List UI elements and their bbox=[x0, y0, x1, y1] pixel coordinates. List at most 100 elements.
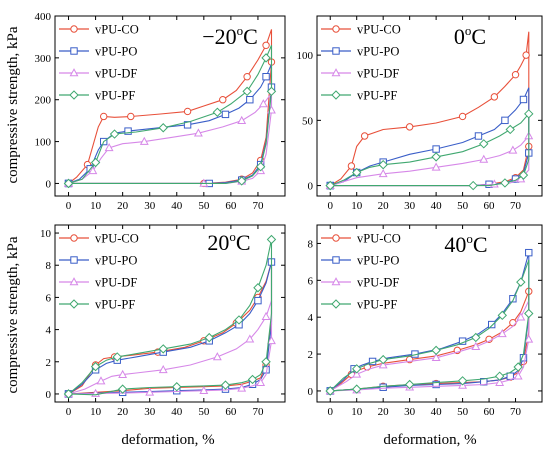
data-point bbox=[471, 332, 481, 343]
data-point bbox=[204, 332, 214, 343]
legend-marker bbox=[70, 256, 78, 264]
data-point bbox=[261, 53, 271, 63]
data-point bbox=[109, 129, 120, 139]
x-tick-label: 40 bbox=[171, 200, 183, 212]
data-point bbox=[254, 296, 262, 305]
x-tick-label: 20 bbox=[117, 406, 129, 418]
y-tick-label: 0 bbox=[46, 178, 52, 190]
legend-marker bbox=[69, 299, 79, 309]
data-point bbox=[474, 132, 483, 140]
data-point bbox=[266, 86, 277, 97]
legend-label: vPU-PO bbox=[95, 254, 137, 268]
series-vpu-df bbox=[325, 131, 534, 189]
data-point bbox=[247, 374, 258, 385]
legend: vPU-CO vPU-PO vPU-DF vPU-PF bbox=[321, 232, 401, 312]
data-point bbox=[488, 320, 496, 329]
series-vpu-pf bbox=[325, 109, 534, 191]
x-tick-label: 60 bbox=[225, 406, 237, 418]
data-point bbox=[458, 112, 467, 121]
x-tick-label: 0 bbox=[327, 200, 333, 212]
x-tick-label: 0 bbox=[66, 406, 72, 418]
plot-frame bbox=[54, 224, 286, 403]
data-point bbox=[494, 371, 505, 381]
y-tick-label: 400 bbox=[35, 11, 52, 23]
data-point bbox=[90, 157, 101, 168]
x-tick-label: 50 bbox=[198, 406, 210, 418]
data-point bbox=[243, 72, 251, 81]
data-point bbox=[378, 168, 388, 178]
x-tick-label: 60 bbox=[225, 200, 237, 212]
x-tick-label: 60 bbox=[484, 200, 496, 212]
data-point bbox=[431, 345, 441, 356]
x-tick-label: 0 bbox=[327, 406, 333, 418]
series-vpu-pf bbox=[63, 234, 277, 399]
data-point bbox=[501, 116, 509, 125]
series-vpu-df bbox=[64, 91, 276, 187]
data-point bbox=[104, 143, 114, 152]
y-tick-label: 2 bbox=[308, 349, 314, 361]
data-point bbox=[127, 112, 135, 121]
plot-frame bbox=[54, 15, 286, 197]
data-point bbox=[325, 180, 335, 191]
data-point bbox=[519, 95, 528, 104]
series-line bbox=[68, 261, 273, 395]
x-tick-label: 10 bbox=[90, 406, 102, 418]
data-point bbox=[352, 369, 362, 378]
data-point bbox=[431, 152, 441, 162]
y-tick-label: 10 bbox=[40, 228, 52, 240]
legend-label: vPU-PF bbox=[95, 298, 135, 312]
data-point bbox=[236, 176, 247, 186]
data-point bbox=[351, 384, 362, 394]
data-point bbox=[234, 315, 244, 325]
data-point bbox=[432, 380, 440, 389]
legend-label: vPU-DF bbox=[95, 276, 137, 290]
data-point bbox=[360, 132, 369, 140]
data-point bbox=[497, 328, 507, 338]
data-point bbox=[351, 364, 362, 374]
x-tick-label: 70 bbox=[510, 200, 522, 212]
ylabel-top: compressive strength, kPa bbox=[5, 26, 21, 183]
x-tick-label: 70 bbox=[510, 406, 522, 418]
x-tick-label: 30 bbox=[144, 200, 156, 212]
y-tick-label: 0 bbox=[308, 181, 314, 193]
y-tick-label: 8 bbox=[46, 260, 52, 272]
y-tick-label: 2 bbox=[46, 357, 52, 369]
data-point bbox=[378, 354, 388, 365]
data-point bbox=[511, 70, 520, 79]
data-point bbox=[158, 364, 168, 374]
y-tick-label: 6 bbox=[308, 275, 314, 287]
data-point bbox=[63, 389, 74, 399]
data-point bbox=[378, 159, 388, 170]
y-tick-label: 6 bbox=[46, 292, 52, 304]
data-point bbox=[96, 376, 106, 385]
data-point bbox=[253, 283, 263, 293]
x-tick-label: 70 bbox=[252, 406, 264, 418]
data-point bbox=[118, 369, 128, 378]
data-point bbox=[509, 319, 517, 327]
x-tick-label: 10 bbox=[90, 200, 102, 212]
data-point bbox=[495, 377, 505, 386]
data-point bbox=[63, 178, 74, 189]
data-point bbox=[431, 162, 441, 171]
plot-frame bbox=[316, 15, 543, 197]
data-point bbox=[183, 107, 192, 116]
legend-label: vPU-PF bbox=[357, 89, 397, 103]
legend-marker bbox=[70, 234, 78, 242]
x-tick-label: 20 bbox=[378, 200, 390, 212]
data-point bbox=[513, 362, 523, 372]
legend-marker bbox=[69, 277, 79, 286]
data-point bbox=[266, 234, 277, 245]
data-point bbox=[479, 139, 489, 149]
data-point bbox=[112, 352, 122, 362]
legend-label: vPU-PF bbox=[95, 89, 135, 103]
x-tick-label: 50 bbox=[457, 200, 469, 212]
xlabel-right: deformation, % bbox=[383, 432, 476, 448]
xlabel-left: deformation, % bbox=[121, 432, 214, 448]
legend-label: vPU-CO bbox=[357, 232, 401, 246]
plot-frame bbox=[316, 224, 543, 403]
legend-label: vPU-CO bbox=[95, 23, 139, 37]
data-point bbox=[221, 110, 230, 119]
legend-marker bbox=[331, 90, 341, 100]
y-tick-label: 0 bbox=[308, 386, 314, 398]
